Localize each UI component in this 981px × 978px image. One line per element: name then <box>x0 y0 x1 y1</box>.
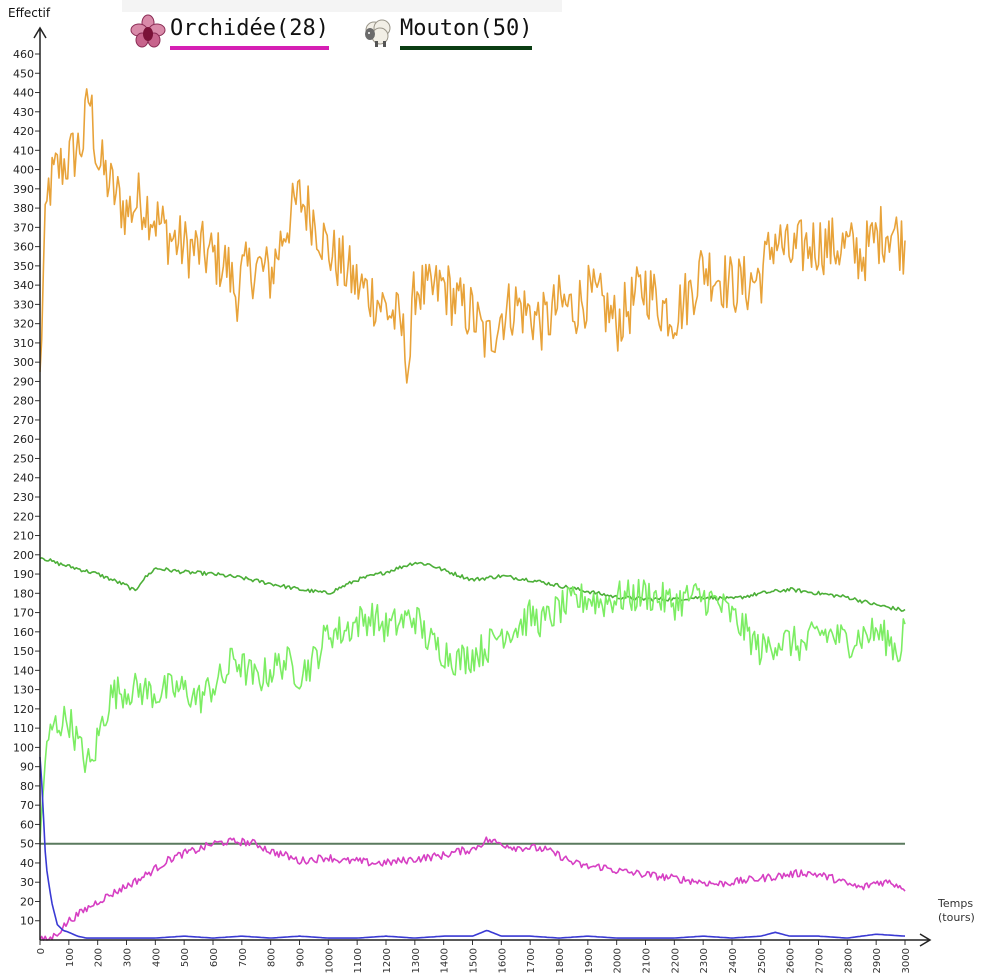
x-tick-label: 2600 <box>786 948 797 973</box>
legend-label-orchid: Orchidée(28) <box>170 14 329 50</box>
x-tick-label: 2400 <box>728 948 739 973</box>
y-tick-label: 230 <box>13 491 34 504</box>
y-tick-label: 300 <box>13 356 34 369</box>
y-tick-label: 220 <box>13 510 34 523</box>
x-tick-label: 1900 <box>584 948 595 973</box>
x-tick-label: 600 <box>209 948 220 967</box>
y-tick-label: 240 <box>13 472 34 485</box>
x-tick-label: 2200 <box>670 948 681 973</box>
legend-item-orchid[interactable]: Orchidée(28) <box>130 14 329 58</box>
legend-item-sheep[interactable]: Mouton(50) <box>360 14 533 58</box>
x-tick-label: 900 <box>296 948 307 967</box>
legend-label-sheep: Mouton(50) <box>400 14 533 50</box>
y-tick-label: 160 <box>13 626 34 639</box>
y-tick-label: 250 <box>13 452 34 465</box>
y-tick-label: 310 <box>13 337 34 350</box>
x-tick-label: 1100 <box>353 948 364 973</box>
series-line <box>39 756 906 939</box>
y-tick-label: 110 <box>13 722 34 735</box>
y-tick-label: 180 <box>13 587 34 600</box>
y-tick-label: 340 <box>13 279 34 292</box>
y-tick-label: 130 <box>13 684 34 697</box>
y-tick-label: 400 <box>13 164 34 177</box>
series-line <box>39 557 906 612</box>
y-tick-label: 420 <box>13 125 34 138</box>
sheep-icon <box>365 19 391 47</box>
axes-layer <box>33 26 932 947</box>
x-tick-label: 2900 <box>872 948 883 973</box>
legend-background <box>122 0 562 12</box>
x-tick-label: 300 <box>123 948 134 967</box>
x-tick-label: 100 <box>65 948 76 967</box>
x-tick-label: 800 <box>267 948 278 967</box>
x-tick-label: 1200 <box>382 948 393 973</box>
x-tick-label: 1800 <box>555 948 566 973</box>
x-tick-label: 1500 <box>469 948 480 973</box>
y-tick-label: 120 <box>13 703 34 716</box>
y-tick-label: 410 <box>13 144 34 157</box>
y-tick-label: 430 <box>13 106 34 119</box>
y-tick-label: 320 <box>13 318 34 331</box>
y-axis-label: Effectif <box>8 6 51 20</box>
y-tick-label: 390 <box>13 183 34 196</box>
x-tick-label: 1000 <box>324 948 335 973</box>
tick-layer: 10 20 30 40 50 60 70 80 90 100 110 120 130 140 150 160 1… <box>13 48 912 973</box>
y-tick-label: 100 <box>13 741 34 754</box>
y-tick-label: 280 <box>13 395 34 408</box>
series-layer <box>39 88 906 941</box>
y-tick-label: 80 <box>20 780 34 793</box>
x-tick-label: 2700 <box>815 948 826 973</box>
y-tick-label: 90 <box>20 761 34 774</box>
y-tick-label: 380 <box>13 202 34 215</box>
x-tick-label: 1300 <box>411 948 422 973</box>
orchid-icon <box>130 14 166 48</box>
y-tick-label: 330 <box>13 298 34 311</box>
series-line <box>39 836 906 941</box>
y-tick-label: 40 <box>20 857 34 870</box>
y-tick-label: 260 <box>13 433 34 446</box>
x-tick-label: 3000 <box>901 948 912 973</box>
y-tick-label: 440 <box>13 87 34 100</box>
y-tick-label: 360 <box>13 241 34 254</box>
y-tick-label: 60 <box>20 818 34 831</box>
x-tick-label: 200 <box>94 948 105 967</box>
y-tick-label: 210 <box>13 530 34 543</box>
y-tick-label: 290 <box>13 375 34 388</box>
y-tick-label: 30 <box>20 876 34 889</box>
series-line <box>39 88 906 384</box>
y-tick-label: 460 <box>13 48 34 61</box>
x-tick-label: 2800 <box>843 948 854 973</box>
y-axis-arrow <box>33 26 47 39</box>
x-axis-label-line-1: Temps <box>938 897 974 910</box>
y-tick-label: 20 <box>20 895 34 908</box>
y-tick-label: 50 <box>20 838 34 851</box>
x-tick-label: 2500 <box>757 948 768 973</box>
y-tick-label: 10 <box>20 915 34 928</box>
y-tick-label: 140 <box>13 664 34 677</box>
x-tick-label: 500 <box>180 948 191 967</box>
x-axis-arrow <box>919 933 932 947</box>
x-tick-label: 700 <box>238 948 249 967</box>
series-line <box>39 578 906 842</box>
x-axis-label: Temps (tours) <box>938 897 975 925</box>
x-tick-label: 400 <box>151 948 162 967</box>
y-tick-label: 70 <box>20 799 34 812</box>
y-tick-label: 370 <box>13 221 34 234</box>
x-tick-label: 2300 <box>699 948 710 973</box>
x-axis-label-line-2: (tours) <box>938 911 975 924</box>
x-tick-label: 2100 <box>642 948 653 973</box>
x-tick-label: 1400 <box>440 948 451 973</box>
x-tick-label: 1600 <box>497 948 508 973</box>
y-tick-label: 150 <box>13 645 34 658</box>
y-tick-label: 190 <box>13 568 34 581</box>
y-tick-label: 170 <box>13 607 34 620</box>
y-tick-label: 200 <box>13 549 34 562</box>
x-tick-label: 2000 <box>613 948 624 973</box>
y-tick-label: 450 <box>13 67 34 80</box>
x-tick-label: 0 <box>36 948 47 954</box>
y-tick-label: 270 <box>13 414 34 427</box>
y-tick-label: 350 <box>13 260 34 273</box>
x-tick-label: 1700 <box>526 948 537 973</box>
